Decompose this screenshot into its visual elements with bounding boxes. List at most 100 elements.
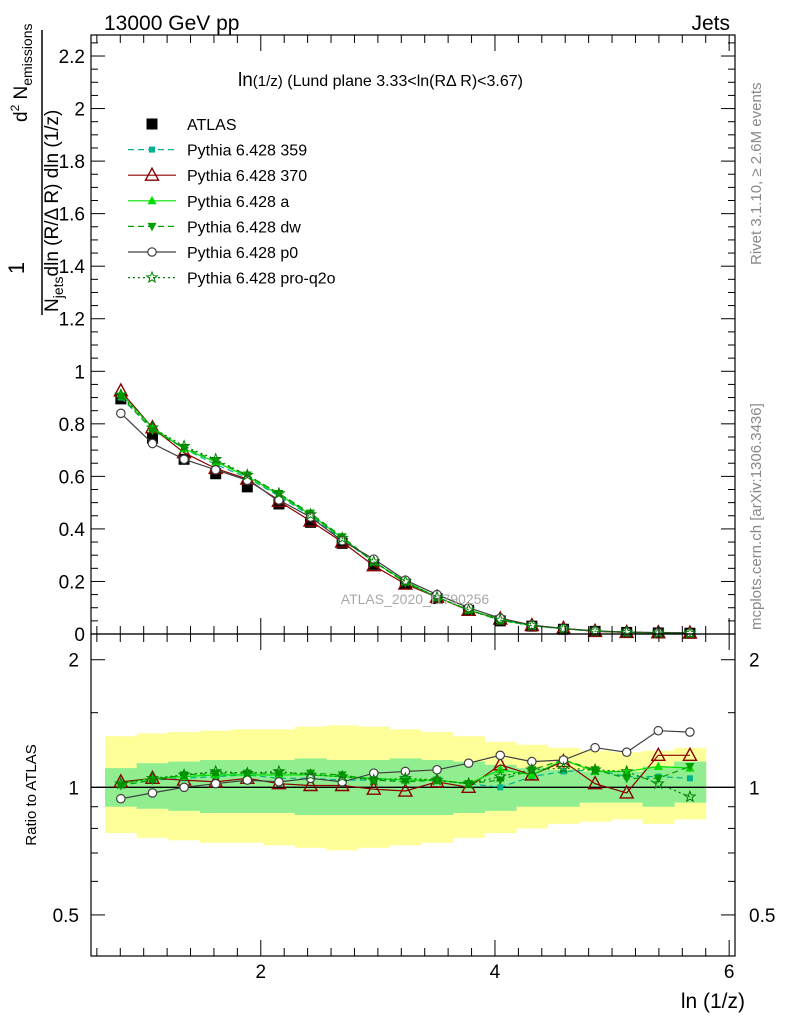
ratio-panel-axes: 0.5 0.5 1 1 2 2 2 4 6 bbox=[53, 633, 775, 983]
watermark: ATLAS_2020_I1790256 bbox=[341, 591, 490, 607]
legend-label-1: Pythia 6.428 359 bbox=[187, 143, 307, 160]
main-ytick-label: 1.4 bbox=[59, 257, 86, 278]
legend-marker-4 bbox=[147, 222, 157, 232]
ratio-frame bbox=[90, 633, 736, 957]
point-6-14 bbox=[556, 621, 571, 635]
ratio-point-4-17 bbox=[653, 725, 664, 736]
point-6-9 bbox=[398, 574, 412, 588]
point-5-1 bbox=[147, 438, 158, 449]
point-6-1 bbox=[145, 420, 160, 434]
x-axis-label: ln (1/z) bbox=[681, 990, 745, 1013]
legend-label-0: ATLAS bbox=[187, 117, 237, 134]
main-ytick-label: 0.6 bbox=[59, 467, 85, 488]
series-line-6 bbox=[120, 394, 690, 634]
point-6-4 bbox=[240, 468, 254, 481]
point-6-0 bbox=[114, 387, 128, 401]
ratio-point-5-8 bbox=[367, 773, 381, 786]
ratio-panel-data bbox=[113, 725, 698, 804]
ratio-point-4-0 bbox=[116, 793, 126, 804]
main-panel-axes: 0 0.2 0.4 0.6 0.8 1 1.2 1.4 1.6 1.8 2 2.2 bbox=[59, 34, 736, 646]
main-ytick-label: 0 bbox=[74, 625, 85, 646]
ratio-ytick-label-right: 0.5 bbox=[749, 906, 775, 927]
legend-marker-5 bbox=[147, 247, 157, 257]
ratio-point-4-16 bbox=[621, 747, 632, 758]
ratio-point-5-18 bbox=[683, 789, 697, 803]
main-ytick-label: 1.8 bbox=[59, 152, 85, 173]
ratio-point-4-2 bbox=[179, 782, 189, 793]
main-ytick-label: 2.2 bbox=[59, 47, 85, 68]
xtick-label: 6 bbox=[724, 962, 735, 983]
ratio-point-3-7 bbox=[337, 771, 347, 780]
point-0-4 bbox=[241, 481, 253, 493]
main-ytick-label: 1.2 bbox=[59, 310, 85, 331]
y-label-num-n: N bbox=[11, 86, 32, 105]
ratio-ytick-label: 0.5 bbox=[53, 906, 79, 927]
legend: ATLAS Pythia 6.428 359 Pythia 6.428 370 Pyt… bbox=[128, 117, 336, 288]
ratio-ytick-label: 1 bbox=[68, 778, 79, 799]
ratio-point-4-15 bbox=[590, 742, 600, 753]
ratio-point-4-3 bbox=[210, 778, 221, 789]
point-6-12 bbox=[493, 613, 507, 626]
main-ytick-label: 0.2 bbox=[59, 572, 85, 593]
point-6-6 bbox=[303, 507, 318, 521]
ratio-point-5-13 bbox=[525, 762, 539, 776]
ratio-point-5-17 bbox=[651, 776, 665, 790]
band-inner-bin-1 bbox=[136, 763, 169, 809]
ratio-point-3-16 bbox=[622, 774, 632, 784]
ratio-point-0-18 bbox=[686, 775, 693, 782]
ratio-point-5-0 bbox=[114, 776, 128, 790]
ratio-point-1-17 bbox=[650, 746, 666, 762]
ratio-point-4-10 bbox=[432, 764, 442, 775]
point-6-18 bbox=[683, 626, 697, 639]
point-6-3 bbox=[209, 452, 223, 465]
ratio-point-5-3 bbox=[209, 764, 223, 778]
title-ln: ln bbox=[238, 70, 253, 91]
title-arg: (1/z) bbox=[253, 73, 283, 90]
ratio-point-5-7 bbox=[335, 769, 349, 783]
ratio-point-5-5 bbox=[272, 764, 286, 778]
ratio-ytick-label-right: 2 bbox=[749, 651, 760, 672]
ratio-ytick-label: 2 bbox=[68, 651, 79, 672]
ratio-point-4-12 bbox=[495, 750, 506, 761]
point-0-1 bbox=[146, 432, 158, 444]
y-label-den-rest: dln (R/Δ R) dln (1/z) bbox=[42, 110, 63, 277]
point-6-7 bbox=[335, 531, 349, 544]
y-label-num-sup: 2 bbox=[8, 104, 22, 111]
rivet-label: Rivet 3.1.10, ≥ 2.6M events bbox=[748, 83, 765, 266]
y-label-numerator: d2 Nemissions bbox=[8, 23, 35, 122]
xtick-label: 4 bbox=[490, 962, 501, 983]
main-y-label: 1 d2 Nemissions Njetsdln (R/Δ R) dln (1/… bbox=[4, 23, 66, 315]
ratio-point-5-2 bbox=[177, 767, 191, 781]
ratio-point-4-14 bbox=[558, 755, 569, 765]
ratio-point-5-1 bbox=[145, 771, 160, 784]
ratio-point-5-9 bbox=[398, 771, 412, 784]
y-label-one: 1 bbox=[4, 262, 29, 274]
chart-title: ln(1/z) (Lund plane 3.33<ln(RΔ R)<3.67) bbox=[238, 70, 523, 91]
point-0-6 bbox=[305, 516, 317, 528]
ratio-point-0-14 bbox=[560, 768, 567, 775]
point-6-8 bbox=[367, 554, 381, 568]
ratio-point-3-18 bbox=[685, 762, 695, 772]
ratio-point-5-16 bbox=[620, 764, 634, 778]
point-6-2 bbox=[177, 439, 191, 452]
ratio-point-4-11 bbox=[463, 758, 474, 769]
point-5-3 bbox=[210, 465, 221, 475]
ratio-point-1-9 bbox=[397, 782, 414, 797]
point-6-5 bbox=[272, 486, 286, 500]
ratio-point-5-12 bbox=[493, 769, 507, 783]
main-ytick-label: 1.6 bbox=[59, 205, 85, 226]
legend-label-4: Pythia 6.428 dw bbox=[187, 219, 301, 236]
legend-label-6: Pythia 6.428 pro-q2o bbox=[187, 271, 336, 288]
main-ytick-label: 1 bbox=[74, 362, 85, 383]
ratio-point-5-14 bbox=[556, 761, 571, 774]
main-ytick-label: 0.8 bbox=[59, 415, 85, 436]
y-label-denominator: Njetsdln (R/Δ R) dln (1/z) bbox=[42, 110, 66, 312]
ratio-point-2-17 bbox=[653, 761, 663, 770]
legend-label-2: Pythia 6.428 370 bbox=[187, 168, 307, 185]
legend-marker-6 bbox=[145, 270, 159, 284]
ratio-point-1-18 bbox=[682, 746, 698, 762]
ratio-point-2-12 bbox=[495, 764, 505, 774]
main-ytick-label: 0.4 bbox=[59, 520, 86, 541]
ratio-point-5-11 bbox=[462, 776, 476, 790]
